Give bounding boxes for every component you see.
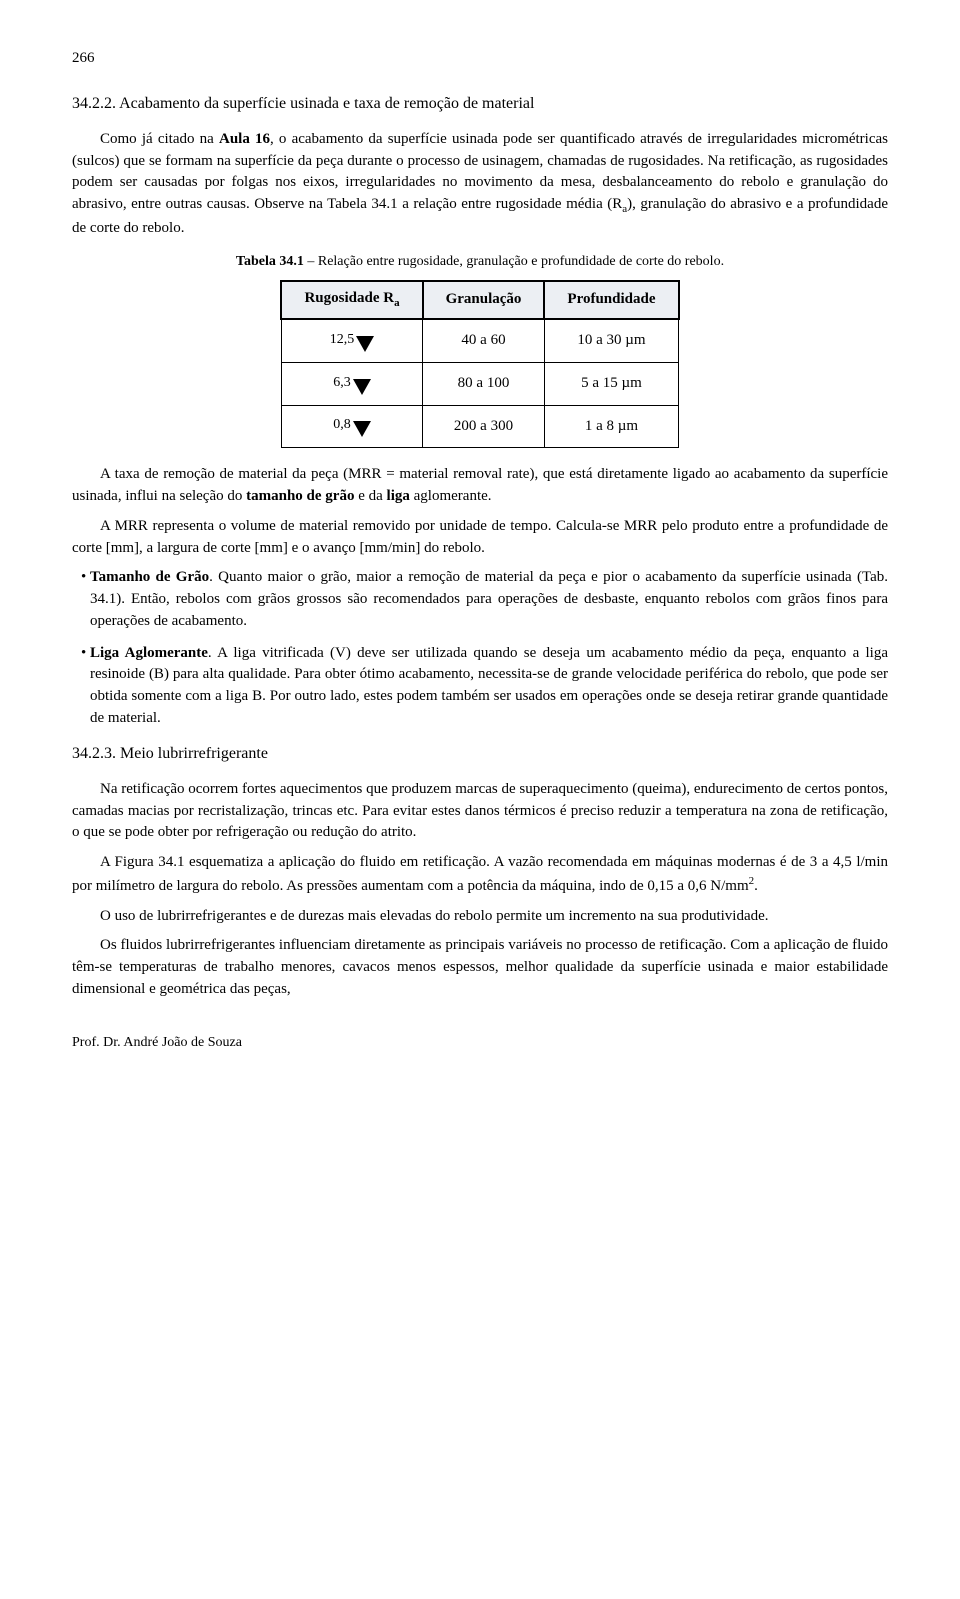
text: e da [354,488,386,504]
table-cell: 40 a 60 [423,319,545,362]
triangle-icon [353,421,371,437]
text: A Figura 34.1 esquematiza a aplicação do… [72,854,888,894]
paragraph: A taxa de remoção de material da peça (M… [72,464,888,508]
table-header: Rugosidade Ra [281,281,422,319]
text-bold: liga [387,488,410,504]
section-heading-34-2-2: 34.2.2. Acabamento da superfície usinada… [72,92,888,115]
table-row: 12,5 40 a 60 10 a 30 µm [281,319,678,362]
text-bold: Aula 16 [219,131,270,147]
caption-bold: Tabela 34.1 [236,254,304,269]
paragraph: Como já citado na Aula 16, o acabamento … [72,129,888,240]
paragraph: A Figura 34.1 esquematiza a aplicação do… [72,852,888,898]
triangle-icon [353,379,371,395]
text-bold: Liga Aglomerante [90,645,208,661]
page-number: 266 [72,48,888,70]
paragraph: Os fluidos lubrirrefrigerantes influenci… [72,935,888,1000]
table-cell: 80 a 100 [423,362,545,405]
rugosidade-value: 0,8 [333,415,351,435]
text-bold: tamanho de grão [246,488,354,504]
table-cell: 10 a 30 µm [544,319,678,362]
text: Rugosidade R [304,290,394,306]
table-cell: 6,3 [281,362,422,405]
table-row: 6,3 80 a 100 5 a 15 µm [281,362,678,405]
table-caption: Tabela 34.1 – Relação entre rugosidade, … [72,252,888,272]
text-bold: Tamanho de Grão [90,569,209,585]
text: . [754,878,758,894]
text: . A liga vitrificada (V) deve ser utiliz… [90,645,888,726]
list-item: Liga Aglomerante. A liga vitrificada (V)… [90,643,888,730]
table-row: 0,8 200 a 300 1 a 8 µm [281,405,678,448]
section-heading-34-2-3: 34.2.3. Meio lubrirrefrigerante [72,742,888,765]
footer-author: Prof. Dr. André João de Souza [72,1033,888,1053]
triangle-icon [356,336,374,352]
table-cell: 5 a 15 µm [544,362,678,405]
paragraph: Na retificação ocorrem fortes aqueciment… [72,779,888,844]
paragraph: O uso de lubrirrefrigerantes e de dureza… [72,906,888,928]
caption-text: – Relação entre rugosidade, granulação e… [304,254,724,269]
rugosidade-table: Rugosidade Ra Granulação Profundidade 12… [280,280,679,448]
table-cell: 12,5 [281,319,422,362]
bullet-list: Tamanho de Grão. Quanto maior o grão, ma… [72,567,888,729]
table-cell: 200 a 300 [423,405,545,448]
list-item: Tamanho de Grão. Quanto maior o grão, ma… [90,567,888,632]
rugosidade-value: 12,5 [330,330,355,350]
table-header: Profundidade [544,281,678,319]
text: . Quanto maior o grão, maior a remoção d… [90,569,888,629]
table-cell: 0,8 [281,405,422,448]
table-header-row: Rugosidade Ra Granulação Profundidade [281,281,678,319]
subscript: a [394,297,400,309]
table-header: Granulação [423,281,545,319]
rugosidade-value: 6,3 [333,373,351,393]
paragraph: A MRR representa o volume de material re… [72,516,888,560]
text: Como já citado na [100,131,219,147]
text: aglomerante. [410,488,492,504]
table-cell: 1 a 8 µm [544,405,678,448]
